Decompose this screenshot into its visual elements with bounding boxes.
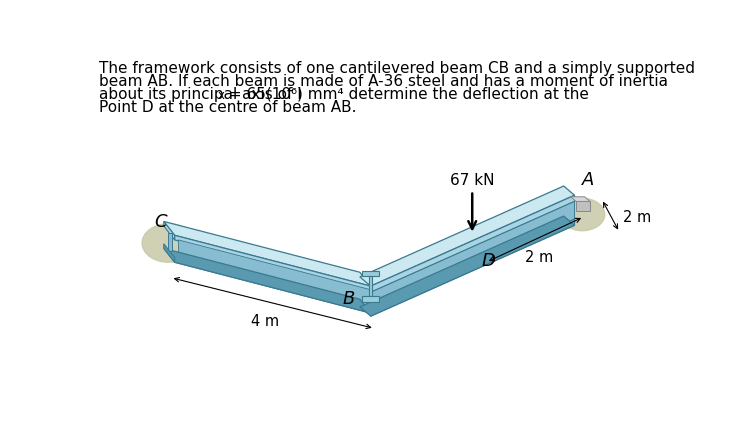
Polygon shape bbox=[164, 244, 175, 262]
Text: 2 m: 2 m bbox=[524, 250, 553, 265]
Polygon shape bbox=[369, 276, 372, 296]
Polygon shape bbox=[175, 235, 371, 291]
Text: C: C bbox=[154, 213, 167, 231]
Text: = 65(10⁶) mm⁴ determine the deflection at the: = 65(10⁶) mm⁴ determine the deflection a… bbox=[225, 87, 589, 102]
Polygon shape bbox=[371, 202, 574, 310]
Polygon shape bbox=[371, 195, 574, 292]
Polygon shape bbox=[362, 271, 379, 276]
Text: B: B bbox=[343, 290, 355, 308]
Text: Point D at the centre of beam AB.: Point D at the centre of beam AB. bbox=[99, 100, 357, 115]
Ellipse shape bbox=[560, 198, 605, 231]
Text: A: A bbox=[583, 171, 595, 189]
Text: 4 m: 4 m bbox=[251, 314, 279, 329]
Text: about its principal axis of I: about its principal axis of I bbox=[99, 87, 302, 102]
Polygon shape bbox=[164, 221, 175, 240]
Text: 67 kN: 67 kN bbox=[450, 173, 495, 188]
Polygon shape bbox=[571, 197, 590, 202]
Text: 2 m: 2 m bbox=[624, 210, 651, 225]
Text: D: D bbox=[481, 252, 495, 270]
Polygon shape bbox=[175, 257, 371, 313]
Polygon shape bbox=[360, 216, 574, 316]
Polygon shape bbox=[178, 240, 374, 308]
Polygon shape bbox=[164, 248, 371, 313]
Ellipse shape bbox=[142, 224, 195, 262]
Polygon shape bbox=[169, 233, 172, 251]
Text: The framework consists of one cantilevered beam CB and a simply supported: The framework consists of one cantilever… bbox=[99, 60, 695, 76]
Text: x: x bbox=[218, 89, 225, 102]
Polygon shape bbox=[576, 202, 590, 212]
Text: beam AB. If each beam is made of A-36 steel and has a moment of inertia: beam AB. If each beam is made of A-36 st… bbox=[99, 73, 668, 88]
Polygon shape bbox=[362, 296, 379, 301]
Polygon shape bbox=[360, 186, 574, 286]
Polygon shape bbox=[371, 219, 574, 316]
Polygon shape bbox=[164, 221, 371, 286]
